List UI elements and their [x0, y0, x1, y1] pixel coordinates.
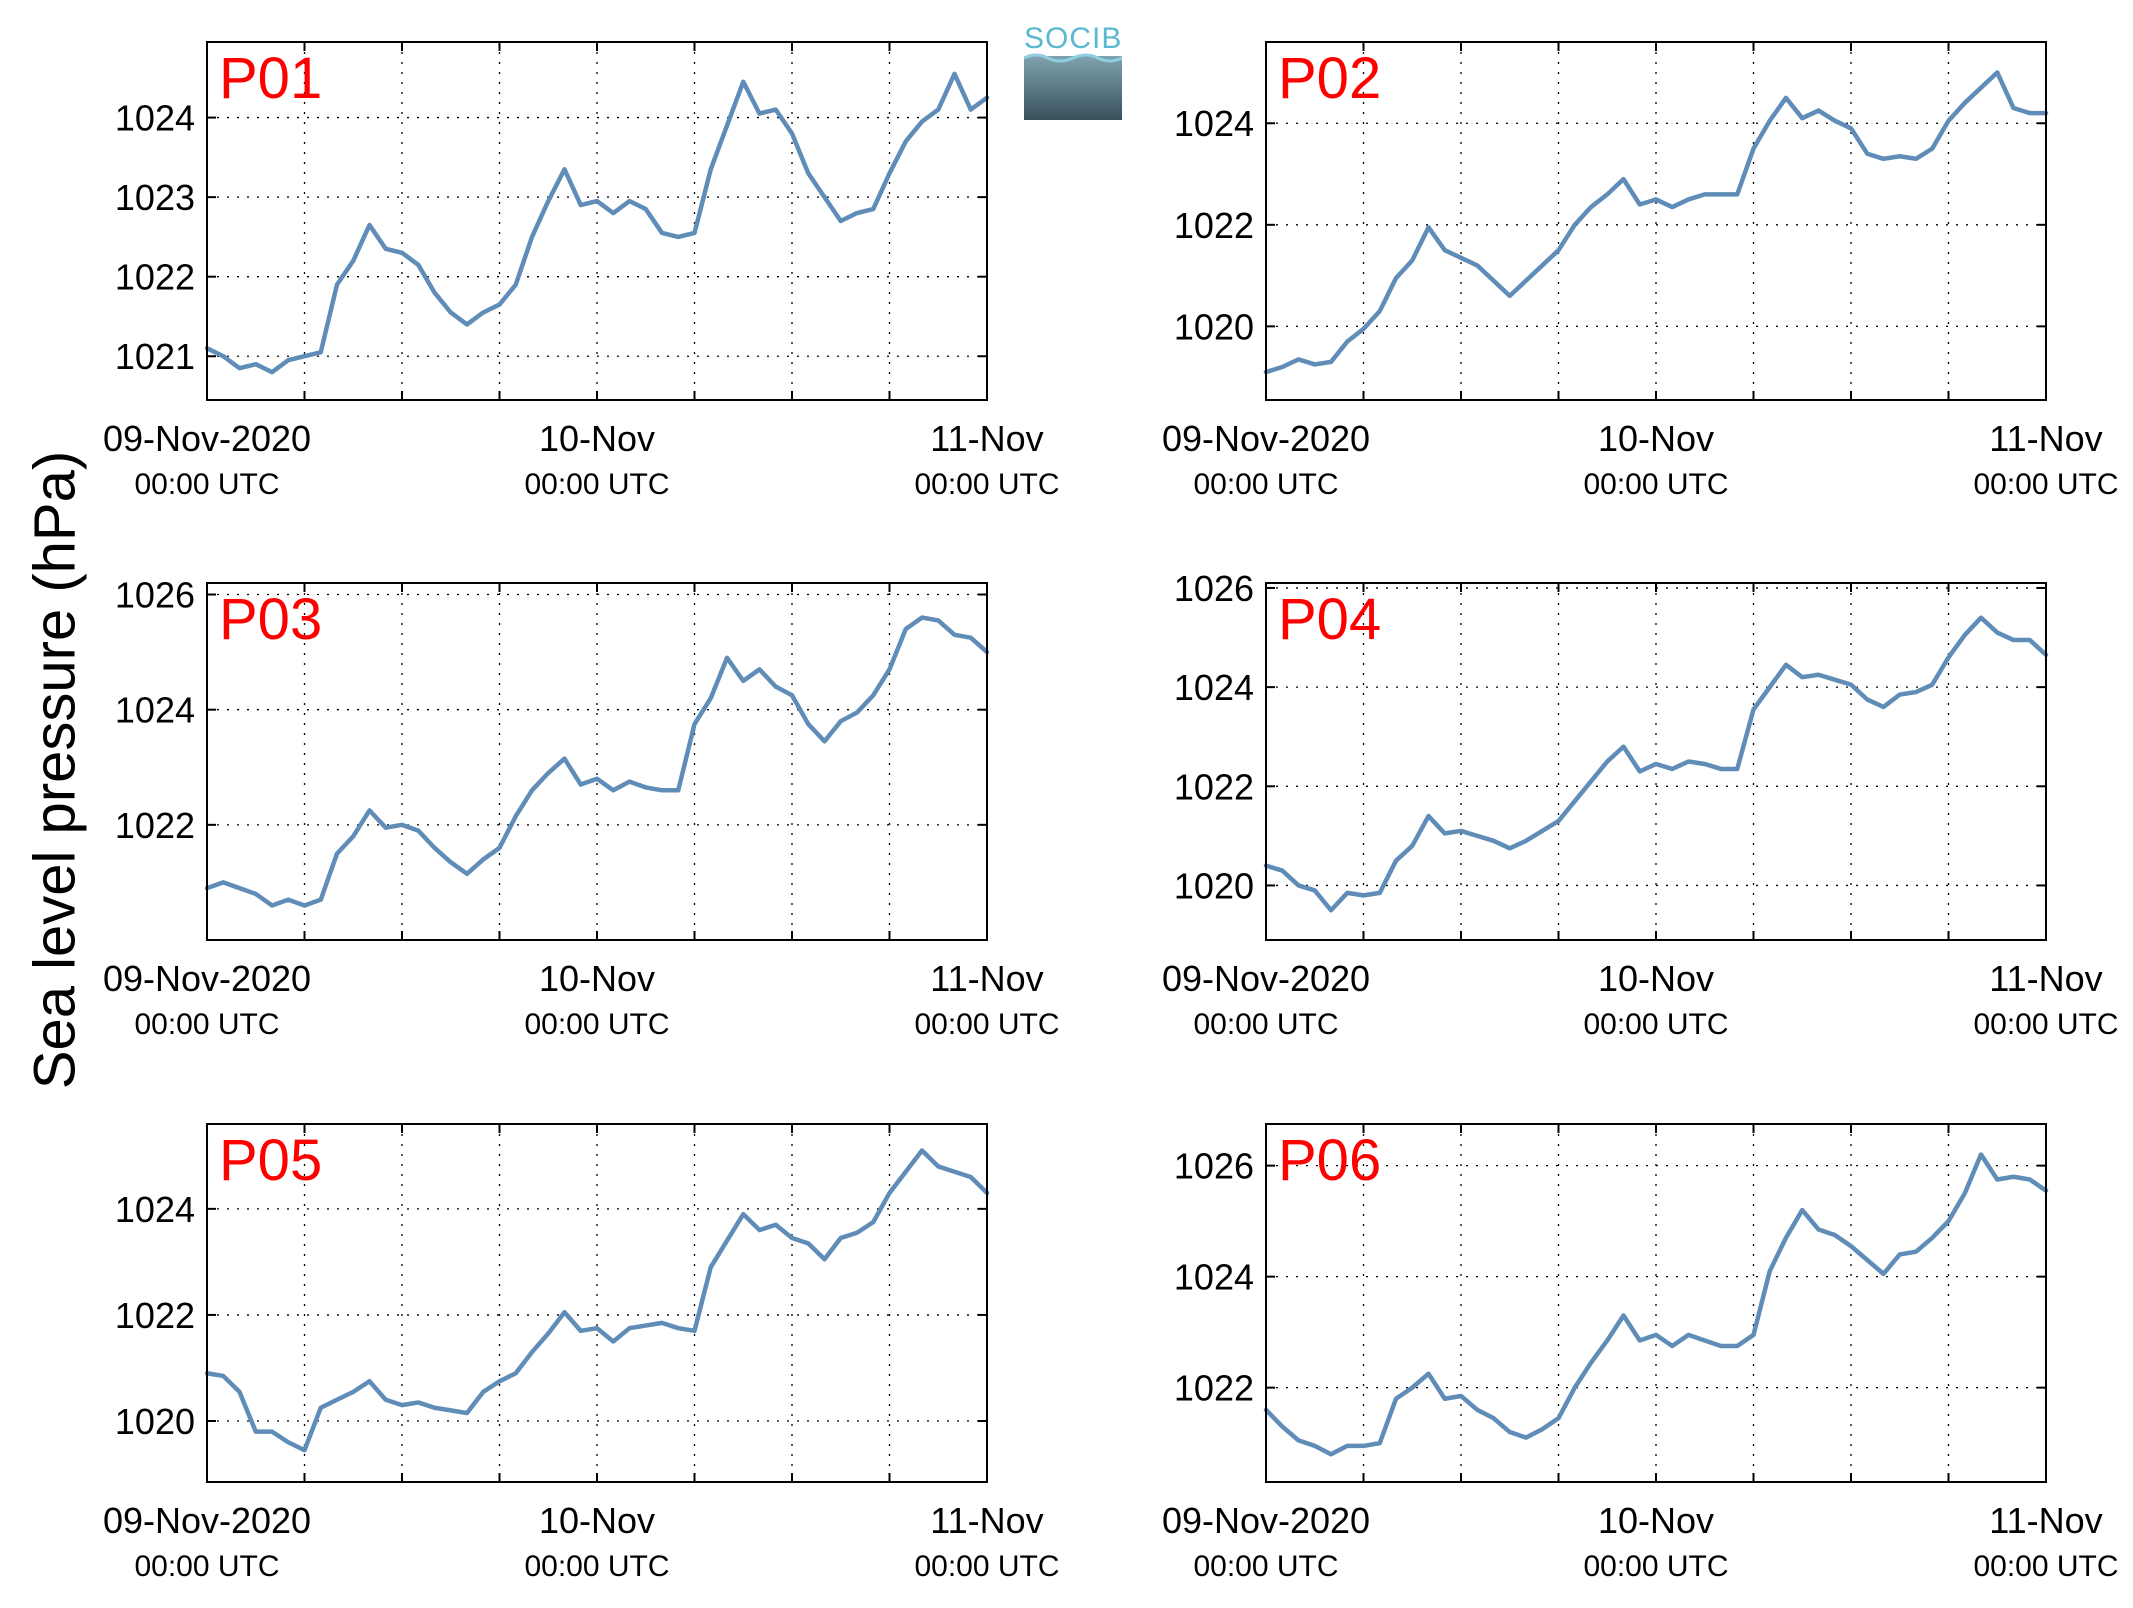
axes-frame: [1265, 41, 2047, 401]
x-tick-label: 10-Nov: [1598, 1500, 1714, 1541]
panel-title: P06: [1278, 1128, 1381, 1193]
logo-text: SOCIB: [1024, 22, 1123, 55]
x-tick-label: 11-Nov: [930, 958, 1043, 999]
x-tick-label: 10-Nov: [539, 958, 655, 999]
x-tick-sublabel: 00:00 UTC: [1193, 1008, 1338, 1041]
x-tick-label: 10-Nov: [1598, 418, 1714, 459]
panel-title: P03: [219, 587, 322, 652]
y-tick-label: 1024: [115, 98, 195, 139]
x-tick-label: 10-Nov: [539, 1500, 655, 1541]
y-tick-label: 1021: [115, 336, 195, 377]
x-tick-label: 10-Nov: [1598, 958, 1714, 999]
series-line: [204, 1148, 990, 1453]
x-tick-sublabel: 00:00 UTC: [524, 468, 669, 501]
y-tick-label: 1022: [1174, 766, 1254, 807]
x-tick-label: 10-Nov: [539, 418, 655, 459]
x-tick-sublabel: 00:00 UTC: [134, 1008, 279, 1041]
logo-gradient-box: [1024, 56, 1122, 120]
plot-area: [207, 42, 987, 400]
y-tick-label: 1026: [115, 575, 195, 616]
panel-title: P01: [219, 46, 322, 111]
axes-frame: [206, 41, 988, 401]
x-tick-sublabel: 00:00 UTC: [1973, 1008, 2118, 1041]
plot-area: [1266, 583, 2046, 940]
plot-area: [1266, 42, 2046, 400]
y-tick-label: 1020: [1174, 306, 1254, 347]
panel-title: P04: [1278, 587, 1381, 652]
y-tick-label: 1022: [115, 805, 195, 846]
axes-frame: [1265, 1123, 2047, 1483]
x-tick-sublabel: 00:00 UTC: [1583, 1550, 1728, 1583]
x-tick-sublabel: 00:00 UTC: [524, 1008, 669, 1041]
x-tick-sublabel: 00:00 UTC: [1583, 468, 1728, 501]
chart-panel-p04: 1020 1022 1024 1026 09-Nov-2020 00:00 UTC 10-N…: [1162, 568, 2119, 1041]
plot-area: [207, 583, 987, 940]
y-tick-label: 1024: [1174, 667, 1254, 708]
y-tick-label: 1022: [115, 1295, 195, 1336]
x-tick-label: 09-Nov-2020: [1162, 1500, 1370, 1541]
x-tick-sublabel: 00:00 UTC: [1193, 468, 1338, 501]
x-tick-sublabel: 00:00 UTC: [1973, 1550, 2118, 1583]
logo-wave-icon: [1024, 53, 1122, 63]
x-tick-label: 09-Nov-2020: [1162, 958, 1370, 999]
chart-panel-p05: 1020 1022 1024 09-Nov-2020 00:00 UTC 10-Nov 00…: [103, 1123, 1060, 1583]
series-line: [204, 615, 990, 908]
chart-panel-p06: 1022 1024 1026 09-Nov-2020 00:00 UTC 10-Nov 00…: [1162, 1123, 2119, 1583]
series-line: [1263, 615, 2049, 913]
panel-title: P05: [219, 1128, 322, 1193]
x-tick-label: 09-Nov-2020: [103, 1500, 311, 1541]
y-tick-label: 1024: [115, 1189, 195, 1230]
x-tick-label: 11-Nov: [930, 418, 1043, 459]
chart-panel-p03: 1022 1024 1026 09-Nov-2020 00:00 UTC 10-Nov 00…: [103, 575, 1060, 1041]
x-tick-label: 09-Nov-2020: [103, 958, 311, 999]
y-tick-label: 1026: [1174, 568, 1254, 609]
x-tick-sublabel: 00:00 UTC: [1973, 468, 2118, 501]
series-line: [1263, 70, 2049, 375]
series-line: [1263, 1152, 2049, 1457]
x-tick-label: 11-Nov: [1989, 418, 2102, 459]
y-tick-label: 1022: [115, 257, 195, 298]
x-tick-sublabel: 00:00 UTC: [914, 1550, 1059, 1583]
y-tick-label: 1022: [1174, 1368, 1254, 1409]
y-tick-label: 1026: [1174, 1146, 1254, 1187]
axes-frame: [206, 582, 988, 941]
x-tick-label: 09-Nov-2020: [1162, 418, 1370, 459]
x-tick-sublabel: 00:00 UTC: [1193, 1550, 1338, 1583]
chart-panel-p01: 1021 1022 1023 1024 09-Nov-2020 00:00 UTC 10-N…: [103, 41, 1060, 501]
y-tick-label: 1023: [115, 177, 195, 218]
panel-title: P02: [1278, 46, 1381, 111]
plot-area: [1266, 1124, 2046, 1482]
x-tick-label: 11-Nov: [1989, 1500, 2102, 1541]
y-tick-label: 1020: [115, 1401, 195, 1442]
chart-panel-p02: 1020 1022 1024 09-Nov-2020 00:00 UTC 10-Nov 00…: [1162, 41, 2119, 501]
x-tick-label: 11-Nov: [1989, 958, 2102, 999]
x-tick-label: 11-Nov: [930, 1500, 1043, 1541]
y-tick-label: 1024: [115, 690, 195, 731]
x-tick-sublabel: 00:00 UTC: [134, 468, 279, 501]
series-line: [204, 71, 990, 375]
plot-area: [207, 1124, 987, 1482]
socib-logo: SOCIB: [1024, 22, 1122, 120]
x-tick-sublabel: 00:00 UTC: [914, 1008, 1059, 1041]
x-tick-sublabel: 00:00 UTC: [1583, 1008, 1728, 1041]
axes-frame: [206, 1123, 988, 1483]
y-tick-label: 1020: [1174, 865, 1254, 906]
axes-frame: [1265, 582, 2047, 941]
y-tick-label: 1024: [1174, 103, 1254, 144]
y-tick-label: 1022: [1174, 205, 1254, 246]
y-tick-label: 1024: [1174, 1257, 1254, 1298]
x-tick-sublabel: 00:00 UTC: [524, 1550, 669, 1583]
x-tick-label: 09-Nov-2020: [103, 418, 311, 459]
x-tick-sublabel: 00:00 UTC: [914, 468, 1059, 501]
x-tick-sublabel: 00:00 UTC: [134, 1550, 279, 1583]
